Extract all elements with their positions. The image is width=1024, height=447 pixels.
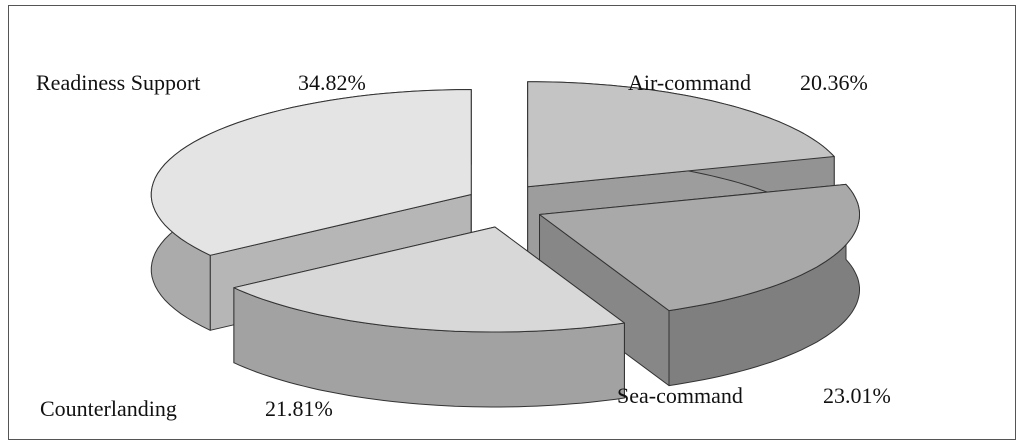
slice — [527, 81, 835, 188]
slice — [539, 183, 860, 312]
slice-label: Air-command — [628, 70, 751, 95]
slice-value-label: 21.81% — [265, 396, 333, 421]
slice-label: Counterlanding — [40, 396, 177, 421]
slice — [150, 89, 472, 256]
slice-value-label: 20.36% — [800, 70, 868, 95]
slice-label: Sea-command — [617, 383, 743, 408]
slice-value-label: 34.82% — [298, 70, 366, 95]
slice-label: Readiness Support — [36, 70, 200, 95]
slice-value-label: 23.01% — [823, 383, 891, 408]
slice — [233, 226, 625, 333]
